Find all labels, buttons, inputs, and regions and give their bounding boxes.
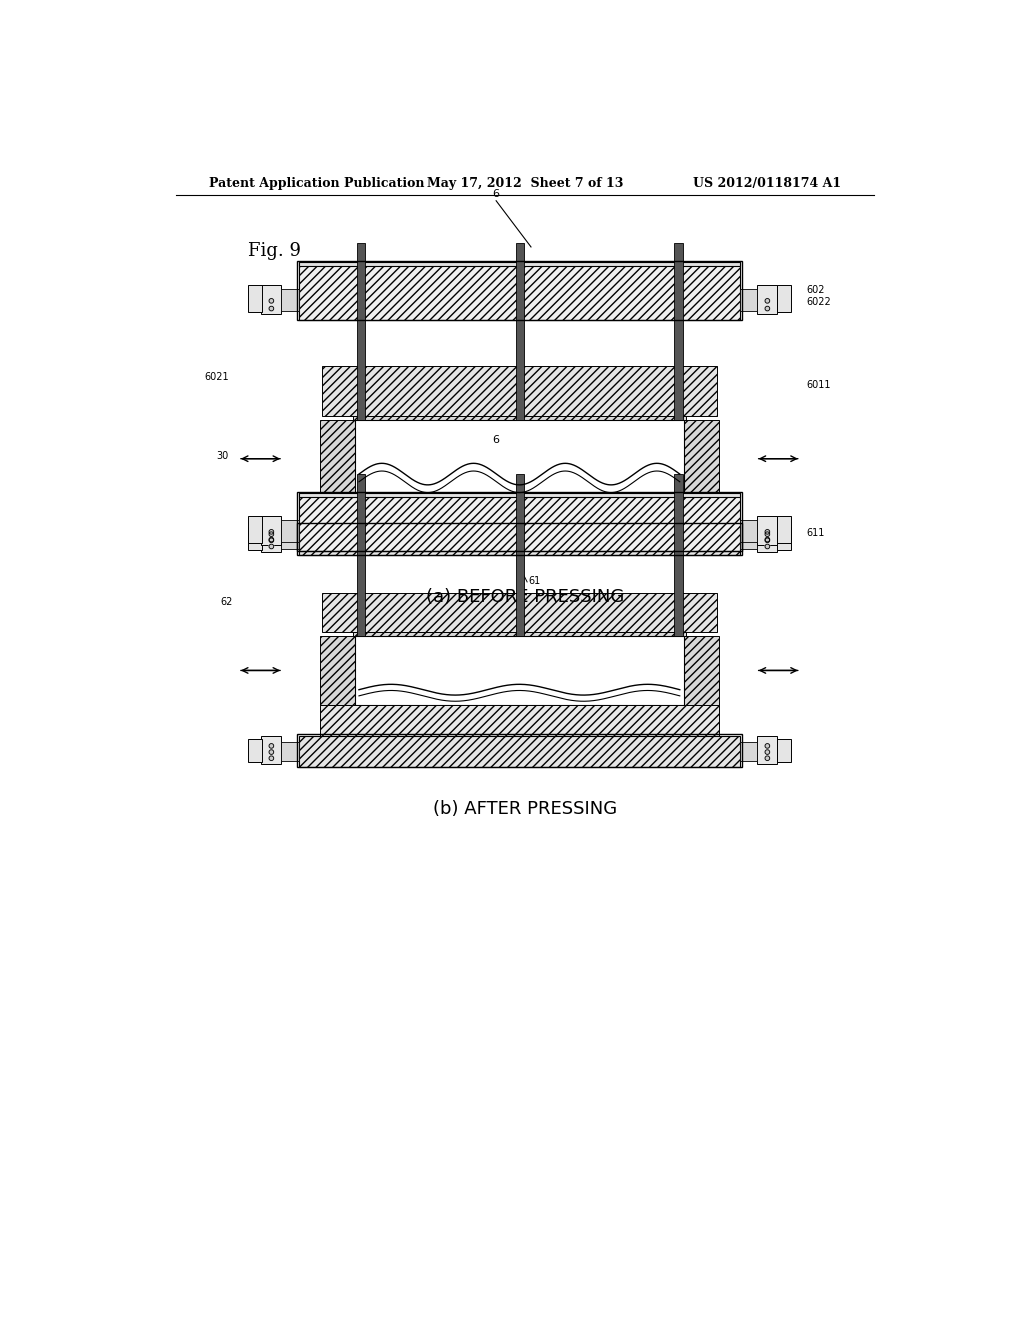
Text: (a) BEFORE PRESSING: (a) BEFORE PRESSING xyxy=(426,589,624,606)
Circle shape xyxy=(269,544,273,549)
Bar xyxy=(299,737,740,767)
Bar xyxy=(299,494,740,552)
Bar xyxy=(282,742,299,760)
Bar xyxy=(248,527,262,550)
Text: 6011: 6011 xyxy=(806,380,830,389)
Text: 6: 6 xyxy=(493,436,500,445)
Bar xyxy=(740,289,758,312)
Bar xyxy=(297,261,741,321)
Bar xyxy=(261,737,282,763)
Circle shape xyxy=(765,537,770,543)
Circle shape xyxy=(765,532,770,536)
Circle shape xyxy=(269,743,273,748)
Text: US 2012/0118174 A1: US 2012/0118174 A1 xyxy=(693,177,841,190)
Text: Patent Application Publication: Patent Application Publication xyxy=(209,177,425,190)
Circle shape xyxy=(765,544,770,549)
Bar xyxy=(248,285,262,313)
Bar xyxy=(261,524,282,552)
Bar xyxy=(299,492,740,498)
Text: Fig. 9: Fig. 9 xyxy=(248,242,301,260)
Bar xyxy=(282,289,299,312)
Text: 6022: 6022 xyxy=(806,297,830,306)
Bar xyxy=(282,520,299,543)
Bar xyxy=(352,416,686,444)
Bar xyxy=(282,531,299,549)
Bar xyxy=(299,524,740,554)
Bar xyxy=(740,531,758,549)
Circle shape xyxy=(269,750,273,755)
Text: 602: 602 xyxy=(806,285,824,296)
Bar xyxy=(297,734,741,767)
Circle shape xyxy=(765,298,770,304)
Circle shape xyxy=(765,750,770,755)
Bar xyxy=(758,737,777,763)
Text: (b) AFTER PRESSING: (b) AFTER PRESSING xyxy=(433,800,616,818)
Bar xyxy=(248,516,262,544)
Bar xyxy=(740,742,758,760)
Bar xyxy=(777,516,792,544)
Bar xyxy=(322,367,717,416)
Circle shape xyxy=(269,529,273,535)
Bar xyxy=(299,261,740,267)
Bar xyxy=(352,632,686,655)
Text: 62: 62 xyxy=(220,597,232,607)
Circle shape xyxy=(269,756,273,760)
Circle shape xyxy=(269,298,273,304)
Bar xyxy=(684,636,719,705)
Text: 6021: 6021 xyxy=(204,372,228,383)
Bar xyxy=(675,243,683,420)
Bar xyxy=(356,243,366,420)
Circle shape xyxy=(765,743,770,748)
Bar xyxy=(261,516,282,545)
Bar xyxy=(261,285,282,314)
Circle shape xyxy=(765,529,770,535)
Bar xyxy=(355,636,684,705)
Bar xyxy=(515,243,524,420)
Circle shape xyxy=(269,539,273,543)
Bar xyxy=(758,524,777,552)
Bar xyxy=(675,474,683,636)
Bar xyxy=(684,420,719,498)
Text: 61: 61 xyxy=(528,577,541,586)
Bar xyxy=(297,523,741,554)
Bar xyxy=(321,420,355,498)
Bar xyxy=(758,285,777,314)
Bar xyxy=(322,594,717,632)
Bar xyxy=(299,263,740,321)
Circle shape xyxy=(269,532,273,536)
Bar xyxy=(777,285,792,313)
Bar xyxy=(356,474,366,636)
Circle shape xyxy=(765,756,770,760)
Text: 6: 6 xyxy=(493,189,500,199)
Bar xyxy=(777,527,792,550)
Circle shape xyxy=(269,537,273,543)
Circle shape xyxy=(269,306,273,312)
Bar xyxy=(321,705,719,739)
Bar xyxy=(758,516,777,545)
Bar xyxy=(777,739,792,762)
Bar xyxy=(355,420,684,498)
Circle shape xyxy=(765,306,770,312)
Bar xyxy=(248,739,262,762)
Bar xyxy=(321,636,355,705)
Circle shape xyxy=(765,539,770,543)
Text: 611: 611 xyxy=(806,528,824,537)
Bar xyxy=(321,494,719,528)
Bar xyxy=(740,520,758,543)
Bar xyxy=(297,492,741,552)
Text: 30: 30 xyxy=(216,450,228,461)
Bar xyxy=(515,474,524,636)
Text: May 17, 2012  Sheet 7 of 13: May 17, 2012 Sheet 7 of 13 xyxy=(427,177,623,190)
